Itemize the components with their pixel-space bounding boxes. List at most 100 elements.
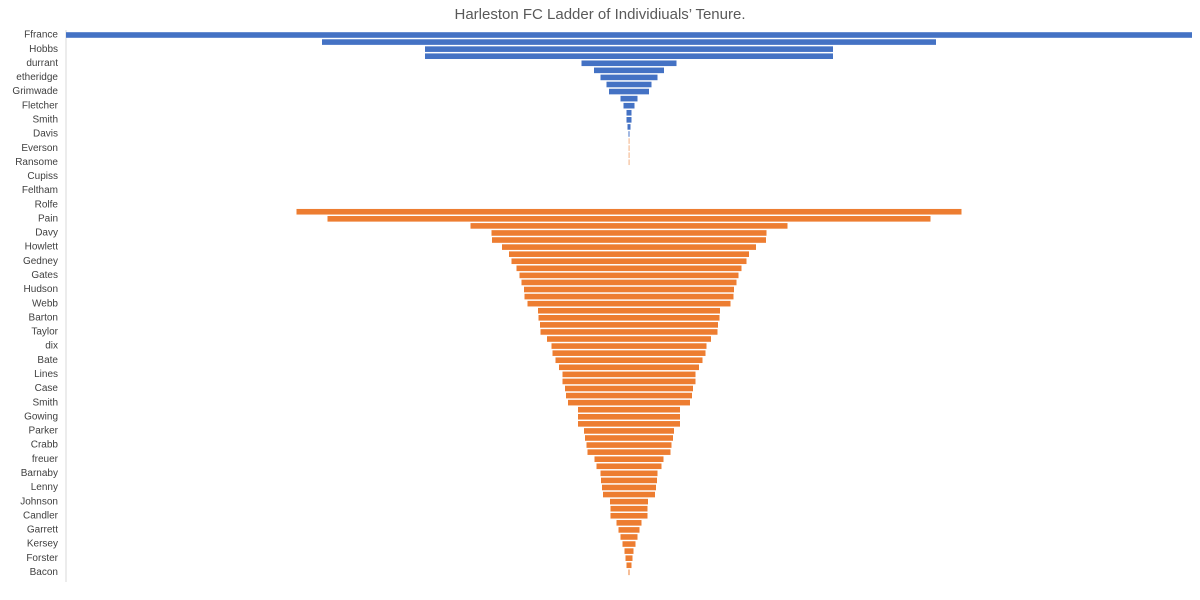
category-label: Johnson (20, 496, 58, 507)
funnel-bar (502, 244, 756, 250)
category-label: Gedney (23, 256, 58, 267)
funnel-bar (602, 484, 656, 491)
category-label: etheridge (16, 72, 58, 83)
funnel-bar (628, 131, 630, 137)
funnel-bar (538, 315, 720, 321)
category-label: Barnaby (21, 468, 58, 479)
funnel-bar (622, 541, 636, 547)
category-label: Garrett (27, 525, 58, 536)
funnel-bar (626, 117, 632, 123)
funnel-bar (527, 300, 731, 307)
funnel-bar (519, 272, 739, 279)
funnel-bar (584, 428, 674, 434)
category-label: Rolfe (35, 199, 59, 210)
funnel-bar (624, 548, 634, 554)
funnel-bar (524, 293, 734, 300)
funnel-bar (628, 152, 630, 158)
category-label: Ffrance (24, 30, 58, 41)
category-label: Feltham (22, 185, 58, 196)
funnel-bar (492, 237, 766, 243)
category-label: Crabb (31, 440, 59, 451)
funnel-bar (425, 53, 833, 60)
funnel-bar (628, 159, 630, 166)
funnel-bar (552, 350, 706, 356)
funnel-bar (609, 88, 649, 95)
funnel-bar (540, 329, 718, 335)
funnel-bar (610, 498, 648, 505)
category-label: Parker (29, 426, 59, 437)
category-label: durrant (26, 58, 58, 69)
category-label: Hudson (24, 284, 58, 295)
funnel-bar (562, 378, 696, 385)
category-label: Bate (37, 355, 58, 366)
category-label: Ransome (15, 157, 58, 168)
category-label: Forster (26, 553, 58, 564)
funnel-bar (620, 95, 638, 102)
funnel-bar (627, 124, 631, 130)
funnel-bar (606, 81, 652, 88)
category-label: Lines (34, 369, 58, 380)
category-label: Hobbs (29, 44, 58, 55)
category-label: freuer (32, 454, 59, 465)
category-label: Cupiss (27, 171, 58, 182)
category-label: Howlett (25, 242, 59, 253)
funnel-bar (538, 307, 720, 314)
funnel-bar (628, 138, 630, 144)
funnel-bar (559, 364, 699, 371)
category-label: Davis (33, 129, 58, 140)
category-label: Bacon (30, 567, 58, 578)
category-label: Taylor (31, 327, 58, 338)
funnel-bar (562, 371, 696, 378)
funnel-bar (540, 322, 718, 328)
funnel-bar (625, 555, 633, 561)
funnel-bar (578, 406, 680, 413)
funnel-bar (322, 39, 936, 45)
category-label: Smith (32, 397, 58, 408)
category-label: Everson (21, 143, 58, 154)
funnel-bar (509, 251, 749, 257)
category-label: Davy (35, 228, 58, 239)
funnel-bar (568, 399, 690, 406)
funnel-bar (470, 223, 788, 229)
category-label: Gowing (24, 411, 58, 422)
funnel-bar (600, 470, 658, 477)
funnel-bar (587, 449, 671, 455)
category-label: Case (35, 383, 59, 394)
funnel-bar (610, 505, 648, 512)
funnel-bar (296, 208, 962, 215)
category-label: Kersey (27, 539, 58, 550)
funnel-bar (511, 258, 747, 265)
funnel-bar (491, 230, 767, 236)
funnel-bar (628, 145, 630, 151)
category-label: Webb (32, 298, 58, 309)
funnel-bar (521, 279, 737, 286)
category-label: Grimwade (12, 86, 58, 97)
funnel-bar (327, 216, 931, 222)
funnel-bar (596, 463, 662, 470)
chart-title: Harleston FC Ladder of Individiuals’ Ten… (455, 6, 746, 23)
funnel-bar (618, 527, 640, 533)
funnel-bar (594, 456, 664, 462)
funnel-bar (578, 413, 680, 420)
funnel-bar (551, 343, 707, 349)
funnel-bar (566, 392, 692, 399)
category-label: Lenny (31, 482, 58, 493)
category-label: Barton (29, 312, 58, 323)
funnel-bar (610, 512, 648, 519)
funnel-bar (601, 477, 657, 484)
funnel-bar (594, 67, 664, 74)
funnel-bar (586, 442, 672, 448)
funnel-bar (626, 109, 632, 116)
funnel-bar (581, 60, 677, 67)
funnel-bar (578, 421, 680, 427)
category-label: Gates (31, 270, 58, 281)
funnel-bar (425, 46, 833, 52)
funnel-bar (628, 569, 630, 576)
funnel-bar (516, 265, 742, 272)
category-label: Candler (23, 510, 59, 521)
funnel-bar (524, 286, 734, 293)
funnel-bar (626, 562, 632, 569)
funnel-bar (603, 491, 655, 498)
category-label: Fletcher (22, 100, 59, 111)
